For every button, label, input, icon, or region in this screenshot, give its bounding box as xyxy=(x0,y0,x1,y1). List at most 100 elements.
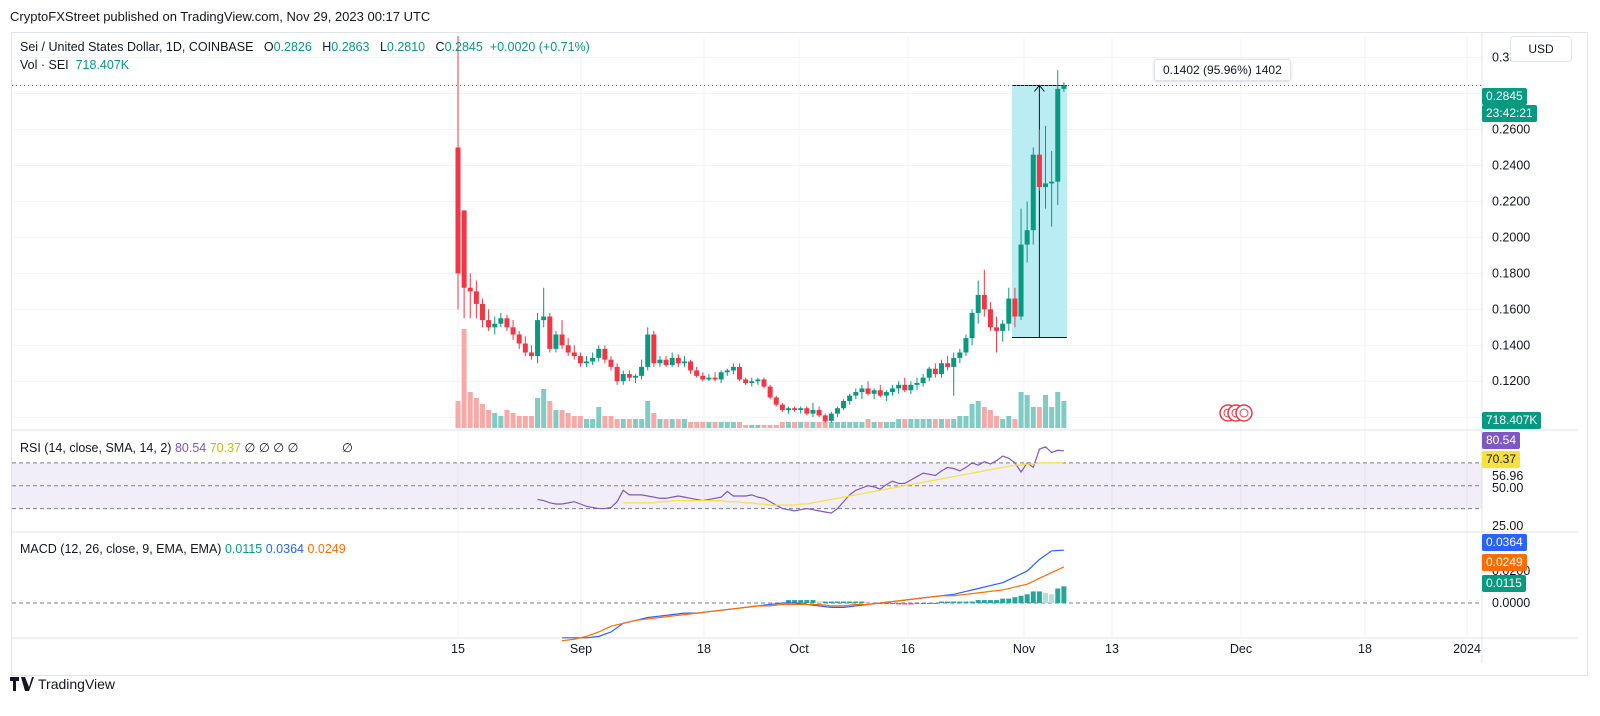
candle-body xyxy=(938,363,944,375)
time-axis-label: 16 xyxy=(901,642,915,656)
candle-body xyxy=(834,408,840,414)
candle-body xyxy=(657,359,663,364)
close-value: 0.2845 xyxy=(444,40,483,54)
macd-hist-bar xyxy=(981,600,987,603)
price-axis-label: 0.2000 xyxy=(1492,230,1530,244)
candle-body xyxy=(473,291,479,304)
low-value: 0.2810 xyxy=(386,40,426,54)
macd-signal-value: 0.0249 xyxy=(307,542,346,556)
candles xyxy=(455,36,1067,423)
macd-tag: 0.0364 xyxy=(1482,534,1527,551)
volume-bar xyxy=(963,416,969,428)
volume-bar xyxy=(859,422,865,428)
macd-hist-bar xyxy=(914,603,920,604)
candle-body xyxy=(804,408,810,414)
volume-bar xyxy=(559,410,565,428)
price-axis-label: 0.1600 xyxy=(1492,302,1530,316)
volume-bar xyxy=(834,422,840,428)
currency-selector[interactable]: USD xyxy=(1510,36,1572,62)
macd-hist-bar xyxy=(902,603,908,605)
candle-body xyxy=(522,343,528,353)
candle-body xyxy=(755,379,761,382)
high-value: 0.2863 xyxy=(331,40,370,54)
candle-body xyxy=(1030,154,1036,231)
volume-bar xyxy=(951,419,957,428)
time-axis-label: Nov xyxy=(1013,642,1036,656)
volume-bar xyxy=(1043,395,1049,428)
chart-frame xyxy=(11,32,1588,676)
candle-body xyxy=(981,294,987,310)
candle-body xyxy=(987,309,993,328)
rsi-extra-2: ∅ xyxy=(341,441,353,455)
tradingview-logo[interactable]: TradingView xyxy=(10,676,115,692)
volume-bar xyxy=(657,419,663,428)
volume-bar xyxy=(522,416,528,428)
close-label: C xyxy=(435,40,445,54)
macd-hist-bar xyxy=(969,601,975,603)
volume-bar xyxy=(473,398,479,428)
macd-hist-bar xyxy=(804,600,810,603)
volume-bar xyxy=(663,419,669,428)
volume-bar xyxy=(1006,416,1012,428)
candle-body xyxy=(896,384,902,389)
macd-hist-bar xyxy=(883,603,889,604)
volume-bar xyxy=(467,392,473,428)
macd-hist-bar xyxy=(1018,595,1024,603)
volume-bar xyxy=(767,425,773,428)
volume-bar xyxy=(810,422,816,428)
volume-bar xyxy=(584,419,590,428)
volume-bar xyxy=(706,422,712,428)
candle-body xyxy=(632,375,638,378)
candle-body xyxy=(779,404,785,411)
volume-bar xyxy=(883,422,889,428)
volume-bar xyxy=(1012,419,1018,428)
volume-bar xyxy=(632,419,638,428)
event-marker-inner xyxy=(1239,408,1249,418)
candle-body xyxy=(516,334,522,344)
candle-body xyxy=(1006,298,1012,324)
price-axis-label: 0.1400 xyxy=(1492,338,1530,352)
volume-bar xyxy=(486,410,492,428)
last-price-tag: 0.2845 xyxy=(1482,88,1527,105)
candle-body xyxy=(1043,183,1049,188)
candle-body xyxy=(883,392,889,396)
rsi-ma-tag: 70.37 xyxy=(1482,451,1521,468)
candle-body xyxy=(994,327,1000,331)
macd-hist-bar xyxy=(1043,592,1049,603)
volume-bar xyxy=(492,413,498,428)
candle-body xyxy=(547,316,553,349)
volume-bar xyxy=(847,422,853,428)
volume-bar xyxy=(938,419,944,428)
macd-hist-bar xyxy=(792,600,798,603)
candle-body xyxy=(767,386,773,398)
candle-body xyxy=(700,375,706,380)
candle-body xyxy=(1024,230,1030,245)
volume-bar xyxy=(896,419,902,428)
macd-name: MACD (12, 26, close, 9, EMA, EMA) xyxy=(20,542,222,556)
signal-tag: 0.0249 xyxy=(1482,554,1527,571)
macd-hist-bar xyxy=(859,601,865,603)
macd-hist-bar xyxy=(841,601,847,603)
macd-hist-bar xyxy=(963,601,969,603)
histogram-tag: 0.0115 xyxy=(1482,575,1526,592)
volume-bar xyxy=(620,419,626,428)
macd-hist-bar xyxy=(1012,597,1018,603)
volume-bar xyxy=(1000,419,1006,428)
volume-bar xyxy=(755,425,761,428)
candle-body xyxy=(694,370,700,376)
volume-bar xyxy=(718,422,724,428)
macd-hist-bar xyxy=(926,603,932,604)
macd-hist-bar xyxy=(920,603,926,604)
candle-body xyxy=(461,210,467,288)
volume-bar xyxy=(981,407,987,428)
volume-bar xyxy=(565,413,571,428)
macd-line-value: 0.0364 xyxy=(265,542,304,556)
volume-bar xyxy=(608,416,614,428)
candle-body xyxy=(975,294,981,313)
volume-bar xyxy=(639,419,645,428)
macd-hist-bar xyxy=(1006,598,1012,603)
low-label: L xyxy=(379,40,387,54)
volume-bar xyxy=(798,422,804,428)
candle-body xyxy=(504,318,510,328)
